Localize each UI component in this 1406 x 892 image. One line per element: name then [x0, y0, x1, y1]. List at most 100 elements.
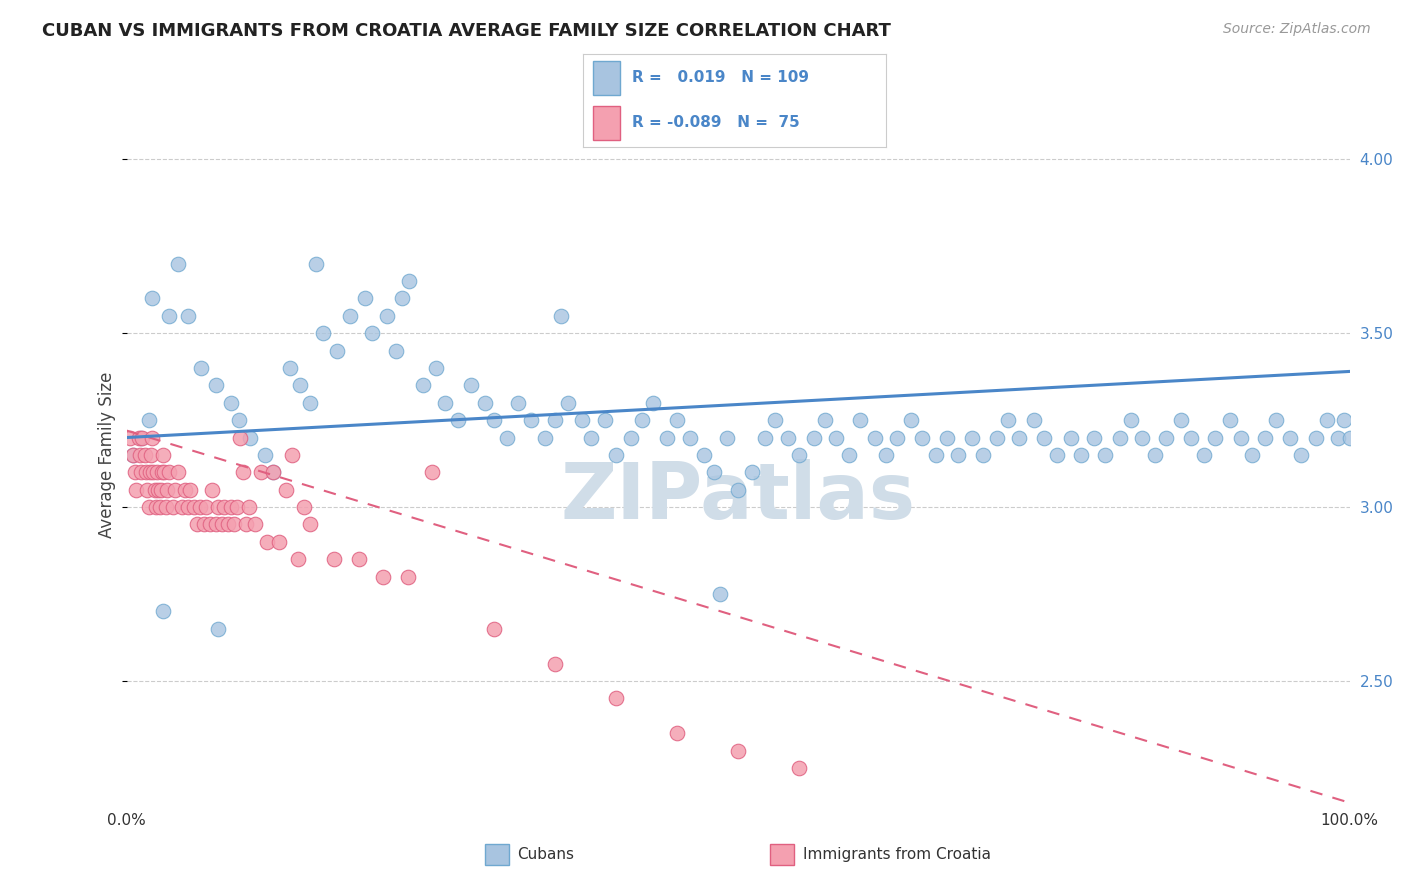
Point — [145, 500, 167, 514]
Point — [1008, 430, 1031, 444]
Point — [936, 430, 959, 444]
Point — [433, 396, 456, 410]
Point — [1265, 413, 1288, 427]
Point — [703, 465, 725, 479]
Point — [179, 483, 201, 497]
Point — [217, 517, 239, 532]
Point — [789, 448, 811, 462]
Text: Source: ZipAtlas.com: Source: ZipAtlas.com — [1223, 22, 1371, 37]
Point — [361, 326, 384, 341]
Point — [339, 309, 361, 323]
Point — [129, 448, 152, 462]
Point — [299, 396, 322, 410]
Point — [972, 448, 994, 462]
Point — [129, 430, 152, 444]
Point — [641, 396, 664, 410]
Point — [135, 465, 157, 479]
Point — [1060, 430, 1083, 444]
Bar — [592, 61, 620, 95]
Point — [657, 430, 679, 444]
Point — [205, 378, 228, 392]
Point — [195, 500, 218, 514]
Point — [666, 726, 689, 740]
Point — [305, 257, 328, 271]
Point — [605, 691, 627, 706]
Point — [863, 430, 886, 444]
Text: Cubans: Cubans — [517, 847, 575, 862]
Point — [1254, 430, 1277, 444]
Point — [803, 430, 825, 444]
Point — [520, 413, 543, 427]
Point — [571, 413, 593, 427]
Point — [1170, 413, 1192, 427]
Point — [1083, 430, 1105, 444]
Point — [177, 500, 200, 514]
Point — [960, 430, 983, 444]
Point — [167, 257, 190, 271]
Point — [256, 534, 278, 549]
Point — [129, 465, 152, 479]
Point — [391, 291, 413, 305]
Point — [287, 552, 309, 566]
Point — [167, 465, 190, 479]
Point — [131, 430, 153, 444]
Point — [1289, 448, 1312, 462]
Point — [1204, 430, 1226, 444]
Point — [396, 570, 419, 584]
Point — [741, 465, 763, 479]
Point — [543, 413, 565, 427]
Point — [225, 500, 247, 514]
Point — [886, 430, 908, 444]
Point — [121, 448, 143, 462]
Point — [619, 430, 641, 444]
Point — [207, 622, 229, 636]
Point — [148, 500, 170, 514]
Point — [146, 465, 169, 479]
Point — [605, 448, 627, 462]
Point — [482, 622, 505, 636]
Point — [149, 483, 172, 497]
Point — [128, 430, 150, 444]
Point — [228, 413, 250, 427]
Point — [224, 517, 246, 532]
Point — [207, 500, 229, 514]
Point — [262, 465, 284, 479]
Point — [141, 291, 163, 305]
Point — [754, 430, 776, 444]
Point — [211, 517, 233, 532]
Point — [142, 465, 165, 479]
Text: Immigrants from Croatia: Immigrants from Croatia — [803, 847, 991, 862]
Point — [911, 430, 934, 444]
Point — [474, 396, 496, 410]
Point — [593, 413, 616, 427]
Point — [214, 500, 236, 514]
Point — [412, 378, 434, 392]
Point — [900, 413, 922, 427]
Point — [1333, 413, 1355, 427]
Point — [183, 500, 205, 514]
Point — [1305, 430, 1327, 444]
Point — [239, 430, 262, 444]
Point — [373, 570, 395, 584]
Point — [709, 587, 731, 601]
Point — [150, 465, 173, 479]
Point — [269, 534, 291, 549]
Point — [219, 396, 242, 410]
Point — [1315, 413, 1337, 427]
Point — [188, 500, 211, 514]
Point — [814, 413, 837, 427]
Point — [1240, 448, 1263, 462]
Point — [1230, 430, 1253, 444]
Point — [1070, 448, 1092, 462]
Point — [1108, 430, 1130, 444]
Point — [139, 448, 162, 462]
Point — [1046, 448, 1069, 462]
Point — [1326, 430, 1348, 444]
Point — [1192, 448, 1215, 462]
Point — [152, 604, 174, 618]
Point — [190, 361, 212, 376]
Point — [186, 517, 208, 532]
Point — [280, 448, 302, 462]
Point — [138, 413, 160, 427]
Point — [925, 448, 948, 462]
